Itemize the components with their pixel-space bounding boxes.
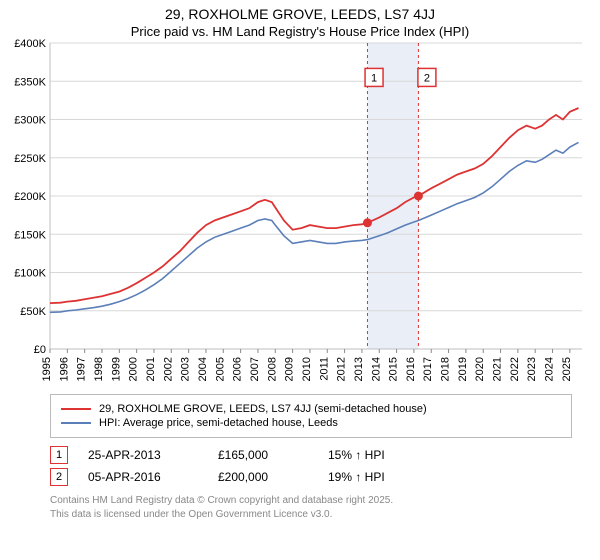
svg-text:2022: 2022 (509, 357, 521, 381)
svg-text:2011: 2011 (318, 357, 330, 381)
svg-text:2005: 2005 (214, 357, 226, 381)
svg-text:2001: 2001 (145, 357, 157, 381)
attribution-line2: This data is licensed under the Open Gov… (50, 508, 550, 522)
sales-table: 1 25-APR-2013 £165,000 15% ↑ HPI 2 05-APR-201… (50, 446, 550, 486)
sale-row: 2 05-APR-2016 £200,000 19% ↑ HPI (50, 468, 550, 486)
sale-delta: 19% ↑ HPI (328, 470, 385, 484)
svg-text:2013: 2013 (353, 357, 365, 381)
svg-text:£100K: £100K (14, 268, 46, 280)
svg-text:£200K: £200K (14, 191, 46, 203)
sale-date: 05-APR-2016 (88, 470, 198, 484)
svg-text:2002: 2002 (162, 357, 174, 381)
svg-text:£400K: £400K (14, 39, 46, 50)
sale-badge: 2 (50, 468, 68, 486)
svg-text:2025: 2025 (561, 357, 573, 381)
legend-row: 29, ROXHOLME GROVE, LEEDS, LS7 4JJ (semi… (61, 403, 561, 415)
legend-box: 29, ROXHOLME GROVE, LEEDS, LS7 4JJ (semi… (50, 394, 572, 438)
svg-text:2007: 2007 (249, 357, 261, 381)
svg-text:£0: £0 (34, 344, 46, 356)
svg-text:2006: 2006 (232, 357, 244, 381)
sale-date: 25-APR-2013 (88, 448, 198, 462)
svg-text:2004: 2004 (197, 357, 209, 381)
svg-text:£350K: £350K (14, 76, 46, 88)
sale-point (363, 218, 372, 227)
svg-text:2008: 2008 (266, 357, 278, 381)
title-address: 29, ROXHOLME GROVE, LEEDS, LS7 4JJ (0, 6, 600, 22)
sale-price: £200,000 (218, 470, 308, 484)
price-chart: £0 £50K £100K £150K £200K £250K £300K £350K £400… (0, 39, 600, 394)
legend-row: HPI: Average price, semi-detached house,… (61, 417, 561, 429)
svg-text:2009: 2009 (284, 357, 296, 381)
svg-text:2024: 2024 (544, 357, 556, 381)
svg-text:2023: 2023 (526, 357, 538, 381)
svg-text:£300K: £300K (14, 115, 46, 127)
legend-label: HPI: Average price, semi-detached house,… (99, 417, 338, 429)
sale-row: 1 25-APR-2013 £165,000 15% ↑ HPI (50, 446, 550, 464)
legend-label: 29, ROXHOLME GROVE, LEEDS, LS7 4JJ (semi… (99, 403, 427, 415)
svg-text:£250K: £250K (14, 153, 46, 165)
svg-text:1999: 1999 (110, 357, 122, 381)
svg-text:2020: 2020 (474, 357, 486, 381)
svg-text:2: 2 (424, 72, 430, 84)
svg-text:2015: 2015 (388, 357, 400, 381)
svg-text:2021: 2021 (492, 357, 504, 381)
svg-text:2017: 2017 (422, 357, 434, 381)
svg-text:2016: 2016 (405, 357, 417, 381)
svg-text:1: 1 (371, 72, 377, 84)
sale-delta: 15% ↑ HPI (328, 448, 385, 462)
sale-badge: 1 (50, 446, 68, 464)
legend-swatch (61, 408, 91, 410)
svg-text:2012: 2012 (336, 357, 348, 381)
svg-text:2018: 2018 (440, 357, 452, 381)
title-subtitle: Price paid vs. HM Land Registry's House … (0, 24, 600, 39)
attribution: Contains HM Land Registry data © Crown c… (50, 494, 550, 521)
svg-text:£50K: £50K (20, 306, 46, 318)
svg-text:2003: 2003 (180, 357, 192, 381)
svg-text:1995: 1995 (41, 357, 53, 381)
svg-text:£150K: £150K (14, 229, 46, 241)
svg-text:1996: 1996 (58, 357, 70, 381)
svg-text:1998: 1998 (93, 357, 105, 381)
attribution-line1: Contains HM Land Registry data © Crown c… (50, 494, 550, 508)
svg-text:2010: 2010 (301, 357, 313, 381)
svg-text:2019: 2019 (457, 357, 469, 381)
svg-text:1997: 1997 (76, 357, 88, 381)
sale-point (414, 192, 423, 201)
sale-price: £165,000 (218, 448, 308, 462)
svg-text:2000: 2000 (128, 357, 140, 381)
legend-swatch (61, 422, 91, 424)
svg-text:2014: 2014 (370, 357, 382, 381)
